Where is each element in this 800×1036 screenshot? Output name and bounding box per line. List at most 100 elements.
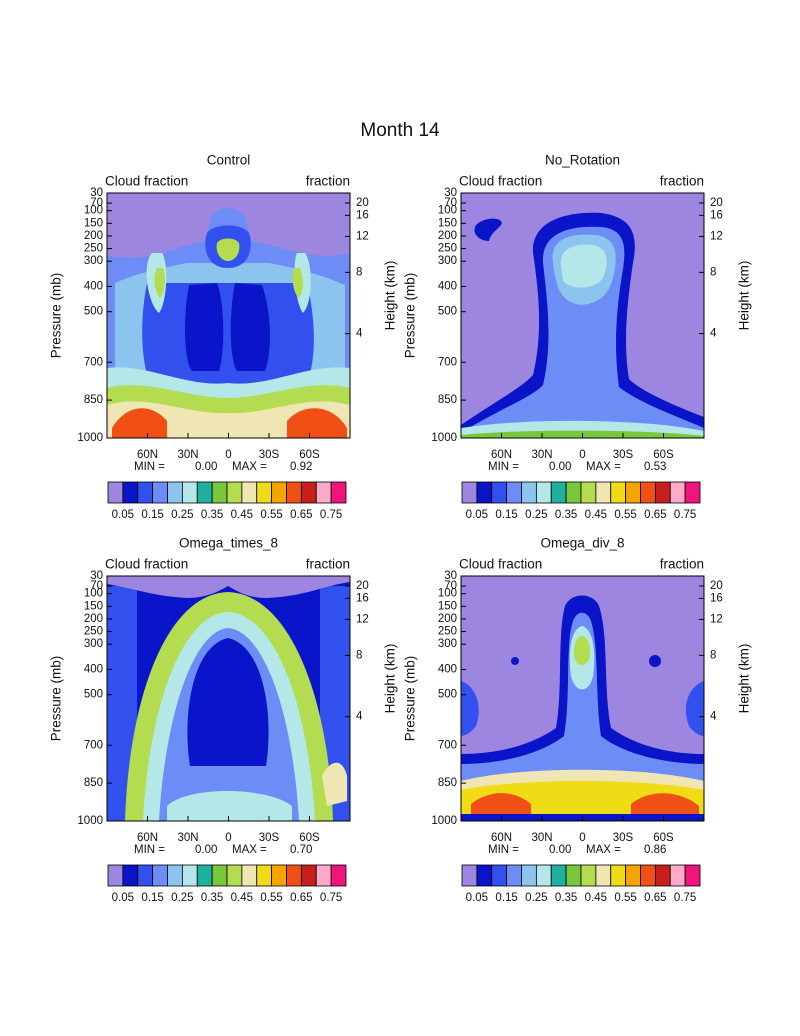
colorbar-label: 0.05 (466, 509, 488, 521)
y-tick-label: 100 (84, 205, 103, 217)
y2-tick-label: 16 (356, 209, 369, 221)
contour-region (573, 636, 591, 665)
colorbar-box (521, 864, 537, 887)
y-tick-label: 1000 (431, 815, 457, 827)
contour-region (185, 283, 270, 371)
contour-region (142, 283, 314, 408)
max-value: 0.53 (644, 461, 666, 473)
x-tick-label: 30S (613, 832, 634, 844)
colorbar-box (550, 864, 567, 887)
panel: Control Cloud fraction fraction Pressure (m… (49, 153, 398, 521)
colorbar-box (476, 481, 493, 504)
colorbar-box (315, 481, 332, 504)
y-tick-label: 850 (84, 777, 103, 789)
y-tick-label: 250 (438, 626, 457, 638)
contour-region (107, 576, 350, 598)
y2-tick-label: 20 (356, 580, 369, 592)
x-tick-label: 60N (137, 832, 158, 844)
x-tick-label: 60S (299, 832, 320, 844)
panel-title: No_Rotation (545, 153, 620, 168)
colorbar-box (580, 481, 597, 504)
colorbar-label: 0.65 (644, 509, 666, 521)
colorbar-box (196, 481, 213, 504)
min-text: MIN = (134, 844, 165, 856)
y-tick-label: 70 (90, 197, 103, 209)
left-subtitle: Cloud fraction (105, 557, 188, 572)
colorbar-box (226, 481, 243, 504)
contour-region (146, 253, 311, 313)
colorbar-label: 0.55 (614, 509, 636, 521)
max-value: 0.92 (290, 461, 312, 473)
panel-title: Control (207, 153, 251, 168)
y2-tick-label: 12 (356, 230, 369, 242)
colorbar-box (595, 481, 612, 504)
panel-title: Omega_times_8 (179, 536, 278, 551)
panel: Omega_div_8 Cloud fraction fraction Pressur… (403, 536, 752, 904)
y-tick-label: 70 (444, 197, 457, 209)
y2-axis-label: Height (km) (737, 261, 752, 331)
colorbar-label: 0.75 (320, 509, 342, 521)
y2-tick-label: 12 (356, 613, 369, 625)
y2-tick-label: 12 (710, 230, 723, 242)
left-subtitle: Cloud fraction (459, 174, 542, 189)
x-tick-label: 60S (299, 449, 320, 461)
colorbar-label: 0.45 (585, 892, 607, 904)
max-text: MAX = (232, 461, 267, 473)
colorbar-box (286, 864, 302, 887)
contour-field (107, 576, 350, 821)
colorbar-box (640, 864, 656, 887)
colorbar-box (181, 481, 198, 504)
y-tick-label: 1000 (77, 432, 103, 444)
colorbar-box (476, 864, 493, 887)
y2-tick-label: 16 (710, 209, 723, 221)
colorbar-box (167, 481, 183, 504)
x-tick-label: 0 (579, 449, 585, 461)
colorbar-label: 0.45 (231, 509, 253, 521)
colorbar-box (625, 481, 641, 504)
x-tick-label: 30S (613, 449, 634, 461)
y2-tick-label: 4 (710, 328, 717, 340)
colorbar-label: 0.15 (141, 509, 163, 521)
min-value: 0.00 (549, 844, 571, 856)
colorbar-box (137, 864, 154, 887)
right-subtitle: fraction (660, 174, 704, 189)
y2-tick-label: 20 (356, 197, 369, 209)
colorbar-box (535, 864, 552, 887)
colorbar-box (491, 481, 508, 504)
colorbar-box (654, 481, 671, 504)
contour-region (560, 244, 607, 288)
colorbar-box (271, 864, 287, 887)
y-tick-label: 300 (84, 638, 103, 650)
y-tick-label: 700 (84, 739, 103, 751)
y2-tick-label: 4 (356, 711, 363, 723)
colorbar-box (152, 481, 168, 504)
colorbar-label: 0.05 (112, 892, 134, 904)
right-subtitle: fraction (660, 557, 704, 572)
x-tick-label: 30N (177, 832, 198, 844)
colorbar-box (256, 864, 273, 887)
y2-tick-label: 20 (710, 580, 723, 592)
right-subtitle: fraction (306, 174, 350, 189)
colorbar-box (300, 481, 317, 504)
colorbar-label: 0.45 (231, 892, 253, 904)
y2-tick-label: 20 (710, 197, 723, 209)
y2-tick-label: 8 (356, 266, 362, 278)
y-tick-label: 200 (84, 613, 103, 625)
y-tick-label: 100 (438, 588, 457, 600)
y-tick-label: 30 (90, 570, 103, 582)
y-tick-label: 500 (84, 689, 103, 701)
colorbar-box (226, 864, 243, 887)
y-tick-label: 400 (438, 280, 457, 292)
colorbar-label: 0.75 (674, 892, 696, 904)
y-tick-label: 400 (84, 280, 103, 292)
y-axis-label: Pressure (mb) (49, 273, 64, 359)
colorbar-box (315, 864, 332, 887)
colorbar-box (550, 481, 567, 504)
colorbar-label: 0.35 (555, 509, 577, 521)
colorbar-box (256, 481, 273, 504)
colorbar-label: 0.35 (201, 509, 223, 521)
min-text: MIN = (134, 461, 165, 473)
x-tick-label: 60S (653, 832, 674, 844)
colorbar-label: 0.65 (644, 892, 666, 904)
